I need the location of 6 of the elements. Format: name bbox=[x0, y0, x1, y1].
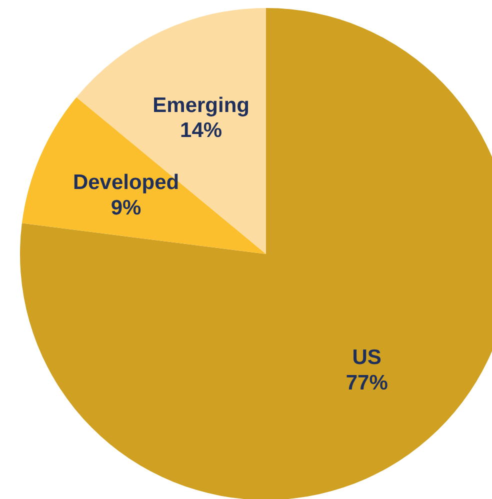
slice-label: Developed bbox=[72, 171, 180, 194]
slice-label: Emerging bbox=[152, 94, 250, 117]
slice-label: US bbox=[352, 346, 382, 370]
data-label: 14% bbox=[180, 118, 222, 142]
data-label: 77% bbox=[346, 371, 388, 394]
data-label: 9% bbox=[110, 196, 142, 220]
